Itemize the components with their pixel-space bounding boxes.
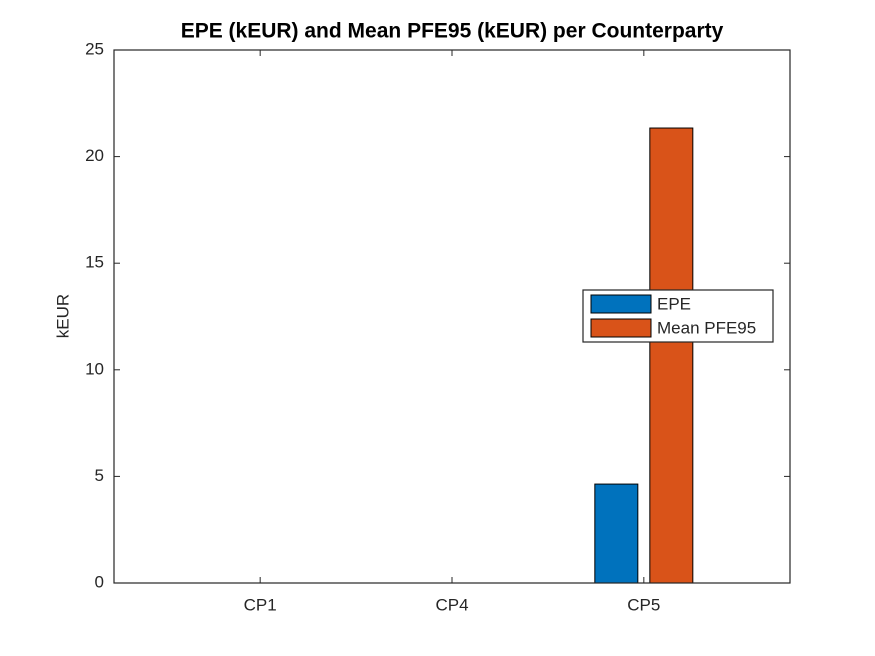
y-tick-label: 0 [95, 572, 104, 591]
chart-title: EPE (kEUR) and Mean PFE95 (kEUR) per Cou… [181, 20, 724, 43]
x-tick-label: CP4 [435, 595, 468, 614]
y-tick-label: 10 [85, 359, 104, 378]
bar [594, 483, 639, 584]
x-tick-label: CP1 [244, 595, 277, 614]
y-axis-label: kEUR [53, 294, 72, 338]
x-tick-label: CP5 [627, 595, 660, 614]
y-tick-label: 5 [95, 466, 104, 485]
y-tick-label: 20 [85, 146, 104, 165]
y-tick-label: 15 [85, 253, 104, 272]
bar [649, 127, 694, 584]
legend-label: EPE [657, 294, 691, 313]
y-tick-label: 25 [85, 39, 104, 58]
legend-swatch [590, 318, 652, 338]
legend-label: Mean PFE95 [657, 318, 756, 337]
legend-swatch [590, 294, 652, 314]
